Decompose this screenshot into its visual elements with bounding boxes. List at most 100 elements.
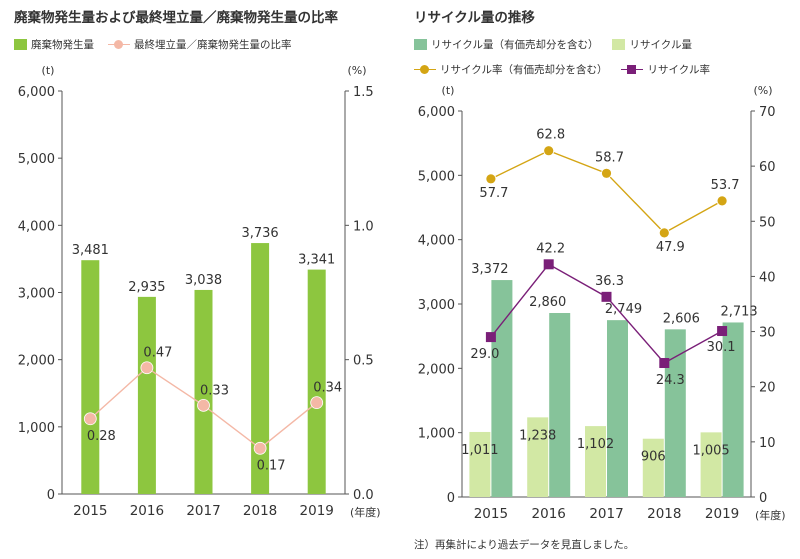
y-tick-label: 4,000 xyxy=(418,234,455,249)
legend-item-recycle-incl: リサイクル量（有価売却分を含む） xyxy=(414,37,598,52)
legend-marker-circle xyxy=(414,64,436,75)
bar xyxy=(664,329,686,497)
data-point-square xyxy=(601,291,612,302)
bar-value-label: 3,038 xyxy=(185,273,222,288)
bar-value-label: 3,372 xyxy=(471,262,508,277)
y-tick-label: 2,000 xyxy=(18,354,55,369)
bar-value-label: 2,749 xyxy=(605,302,642,317)
legend-swatch-light-green xyxy=(612,39,626,50)
y-tick-label: 0 xyxy=(447,491,455,506)
data-point-circle xyxy=(485,173,497,185)
bar-value-label: 2,713 xyxy=(720,304,757,319)
bar-value-label: 1,238 xyxy=(519,428,556,443)
x-tick-label: 2017 xyxy=(589,506,623,522)
legend-item-rate-incl: リサイクル率（有価売却分を含む） xyxy=(414,62,607,77)
y-tick-label: 6,000 xyxy=(18,85,55,100)
legend-swatch-dark-green xyxy=(414,39,427,50)
line-value-label: 62.8 xyxy=(536,128,565,143)
data-point-circle xyxy=(310,396,324,410)
x-tick-label: 2015 xyxy=(474,506,508,522)
line-value-label: 58.7 xyxy=(595,150,624,165)
y-axis-unit: (t) xyxy=(42,64,55,77)
data-point-circle xyxy=(83,412,97,426)
bar xyxy=(469,431,491,497)
line-value-label: 0.28 xyxy=(87,429,116,444)
line-value-label: 42.2 xyxy=(536,241,565,256)
chart-plot: 0 1,000 2,000 3,000 4,000 5,000 6,000 0 10 20 30 40… xyxy=(418,84,786,522)
bar xyxy=(491,280,513,497)
bar xyxy=(251,243,270,494)
data-point-circle xyxy=(253,441,267,455)
bar-value-label: 1,102 xyxy=(577,437,614,452)
legend-label: リサイクル率 xyxy=(647,64,710,76)
y2-tick-label: 20 xyxy=(759,381,776,396)
legend-row-1: リサイクル量（有価売却分を含む） リサイクル量 xyxy=(414,37,692,52)
bar xyxy=(700,432,722,497)
bar xyxy=(549,313,571,497)
y-tick-label: 5,000 xyxy=(418,169,455,184)
line-value-label: 47.9 xyxy=(656,240,685,255)
bar-value-label: 3,341 xyxy=(298,253,335,268)
data-point-circle xyxy=(658,227,670,239)
line-value-label: 30.1 xyxy=(707,340,736,355)
y2-tick-label: 50 xyxy=(759,215,776,230)
y2-axis-unit: (%) xyxy=(347,64,366,77)
line-value-label: 24.3 xyxy=(656,373,685,388)
data-point-circle xyxy=(197,398,210,412)
legend-row-2: リサイクル率（有価売却分を含む） リサイクル率 xyxy=(414,62,710,77)
bar xyxy=(527,417,549,497)
legend-label: 最終埋立量／廃棄物発生量の比率 xyxy=(134,39,292,51)
data-point-circle xyxy=(543,145,555,157)
bar-value-label: 2,935 xyxy=(128,280,165,295)
bar-value-label: 1,011 xyxy=(461,443,498,458)
chart-title: リサイクル量の推移 xyxy=(414,10,535,26)
bar xyxy=(81,260,100,494)
line-value-label: 0.33 xyxy=(200,383,229,398)
bar xyxy=(642,438,664,497)
y-tick-label: 5,000 xyxy=(18,152,55,167)
data-point-square xyxy=(659,358,670,369)
x-axis-unit: (年度) xyxy=(755,508,786,522)
bar-value-label: 3,481 xyxy=(72,243,109,258)
bar xyxy=(722,322,744,497)
bar xyxy=(585,426,606,497)
y2-tick-label: 10 xyxy=(759,436,776,451)
legend-label: リサイクル率（有価売却分を含む） xyxy=(440,64,608,76)
line-value-label: 0.47 xyxy=(143,346,172,361)
legend-swatch-green xyxy=(14,39,27,50)
legend-label: 廃棄物発生量 xyxy=(31,39,94,51)
legend: 廃棄物発生量 最終埋立量／廃棄物発生量の比率 xyxy=(14,37,292,52)
x-tick-label: 2018 xyxy=(647,506,681,522)
y-tick-label: 3,000 xyxy=(418,298,455,313)
x-tick-label: 2016 xyxy=(532,506,566,522)
bar xyxy=(194,289,213,494)
legend-item-recycle: リサイクル量 xyxy=(612,37,692,52)
y-axis-unit: (t) xyxy=(442,84,455,97)
data-point-square xyxy=(543,259,554,270)
bar-value-label: 906 xyxy=(641,450,666,465)
y2-tick-label: 40 xyxy=(759,270,776,285)
x-axis-unit: (年度) xyxy=(350,505,381,519)
line-value-label: 53.7 xyxy=(711,178,740,193)
bar-value-label: 3,736 xyxy=(241,226,278,241)
line-value-label: 36.3 xyxy=(595,274,624,289)
legend-label: リサイクル量（有価売却分を含む） xyxy=(431,39,599,51)
line-value-label: 0.34 xyxy=(313,381,342,396)
data-point-circle xyxy=(601,167,612,179)
x-tick-label: 2018 xyxy=(243,503,277,519)
y2-tick-label: 0.0 xyxy=(353,488,374,503)
y2-tick-label: 0.5 xyxy=(353,354,374,369)
y2-tick-label: 30 xyxy=(759,326,776,341)
x-tick-label: 2015 xyxy=(73,503,107,519)
y-tick-label: 2,000 xyxy=(418,362,455,377)
x-tick-label: 2019 xyxy=(300,503,334,519)
y2-tick-label: 70 xyxy=(759,105,776,120)
x-tick-label: 2016 xyxy=(130,503,164,519)
x-tick-label: 2019 xyxy=(705,506,739,522)
bar-value-label: 2,860 xyxy=(529,295,566,310)
legend-marker-circle xyxy=(108,39,130,50)
data-point-square xyxy=(485,332,496,343)
data-point-square xyxy=(717,326,728,337)
y2-tick-label: 0 xyxy=(759,491,767,506)
legend-item-ratio: 最終埋立量／廃棄物発生量の比率 xyxy=(108,37,292,52)
